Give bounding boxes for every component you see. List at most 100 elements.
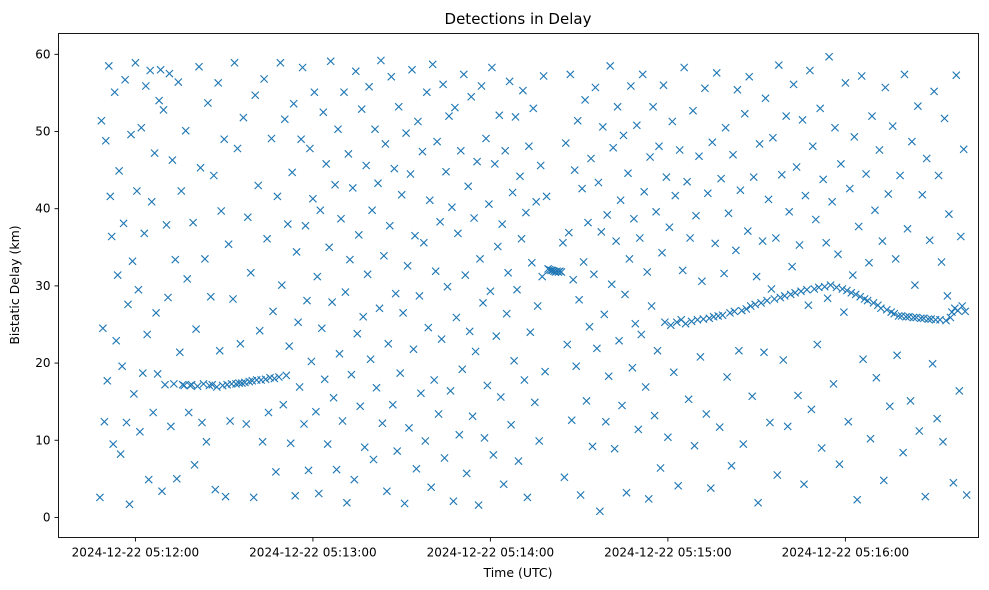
data-point	[129, 389, 138, 398]
data-point	[721, 123, 730, 132]
data-point	[672, 318, 681, 327]
data-point	[838, 285, 847, 293]
data-point	[581, 95, 590, 104]
data-point	[731, 246, 740, 255]
data-point	[940, 114, 949, 123]
data-point	[298, 63, 307, 72]
data-point	[165, 69, 174, 78]
data-point	[490, 159, 499, 168]
data-point	[495, 111, 504, 120]
data-point	[801, 191, 810, 200]
data-point	[483, 381, 492, 390]
data-point	[942, 316, 950, 325]
data-point	[668, 117, 677, 126]
data-point	[745, 72, 754, 81]
data-point	[899, 448, 908, 457]
y-axis: 0 10 20 30 40 50 60	[35, 47, 59, 524]
data-point	[683, 177, 692, 186]
data-point	[518, 86, 527, 95]
data-point	[193, 382, 202, 391]
data-point	[482, 134, 490, 143]
data-point	[301, 221, 310, 230]
data-point	[291, 491, 300, 500]
data-point	[155, 96, 164, 105]
data-point	[816, 104, 825, 113]
data-point	[474, 501, 483, 510]
data-point	[416, 389, 425, 398]
data-point	[785, 207, 794, 216]
data-point	[944, 210, 953, 219]
data-point	[653, 346, 662, 355]
data-point	[607, 280, 616, 289]
data-point	[180, 381, 189, 390]
data-point	[169, 379, 178, 388]
data-point	[828, 197, 837, 206]
data-point	[529, 104, 538, 113]
data-point	[480, 433, 489, 442]
data-point	[763, 296, 771, 305]
data-point	[782, 112, 791, 121]
data-point	[872, 373, 881, 382]
data-point	[172, 474, 181, 483]
data-point	[561, 139, 570, 148]
data-point	[937, 258, 946, 266]
data-point	[697, 277, 706, 286]
data-point	[902, 312, 910, 321]
data-point	[411, 231, 419, 240]
data-point	[702, 410, 711, 418]
data-point	[767, 285, 776, 293]
data-point	[200, 254, 209, 263]
data-point	[453, 229, 462, 238]
data-point	[591, 83, 600, 92]
data-point	[680, 63, 689, 72]
data-point	[526, 328, 535, 337]
data-point	[933, 414, 942, 423]
data-point	[739, 440, 748, 449]
data-point	[893, 351, 902, 360]
data-point	[746, 302, 755, 310]
data-point	[527, 258, 536, 267]
data-point	[723, 373, 732, 381]
data-point	[808, 142, 817, 151]
data-point	[622, 488, 631, 497]
data-point	[798, 115, 807, 124]
data-point	[792, 163, 801, 171]
data-point	[371, 125, 379, 134]
data-point	[208, 380, 217, 389]
data-point	[484, 200, 493, 209]
data-point	[267, 134, 276, 143]
data-point	[533, 302, 542, 310]
data-point	[658, 248, 666, 257]
data-point	[403, 261, 412, 270]
data-point	[442, 167, 450, 176]
data-point	[116, 450, 125, 459]
data-point	[943, 291, 952, 300]
data-point	[479, 298, 487, 307]
data-point	[465, 327, 474, 336]
data-point	[906, 396, 915, 405]
data-point	[502, 309, 511, 318]
data-point	[214, 78, 223, 87]
data-point	[649, 102, 658, 111]
data-point	[286, 439, 295, 448]
data-point	[890, 309, 899, 318]
data-point	[869, 298, 878, 307]
data-point	[166, 422, 175, 431]
data-point	[516, 172, 524, 181]
data-point	[458, 365, 467, 374]
data-point	[521, 208, 530, 217]
data-point	[203, 99, 212, 107]
data-point	[915, 427, 924, 435]
data-point	[618, 401, 626, 410]
data-point	[251, 91, 260, 100]
data-point	[270, 374, 279, 383]
data-point	[468, 412, 477, 421]
y-tick-label: 20	[35, 356, 50, 370]
data-point	[813, 340, 822, 349]
data-point	[579, 258, 588, 266]
data-point	[456, 146, 465, 155]
data-point	[570, 166, 579, 175]
data-point	[159, 105, 168, 114]
data-point	[150, 149, 159, 158]
